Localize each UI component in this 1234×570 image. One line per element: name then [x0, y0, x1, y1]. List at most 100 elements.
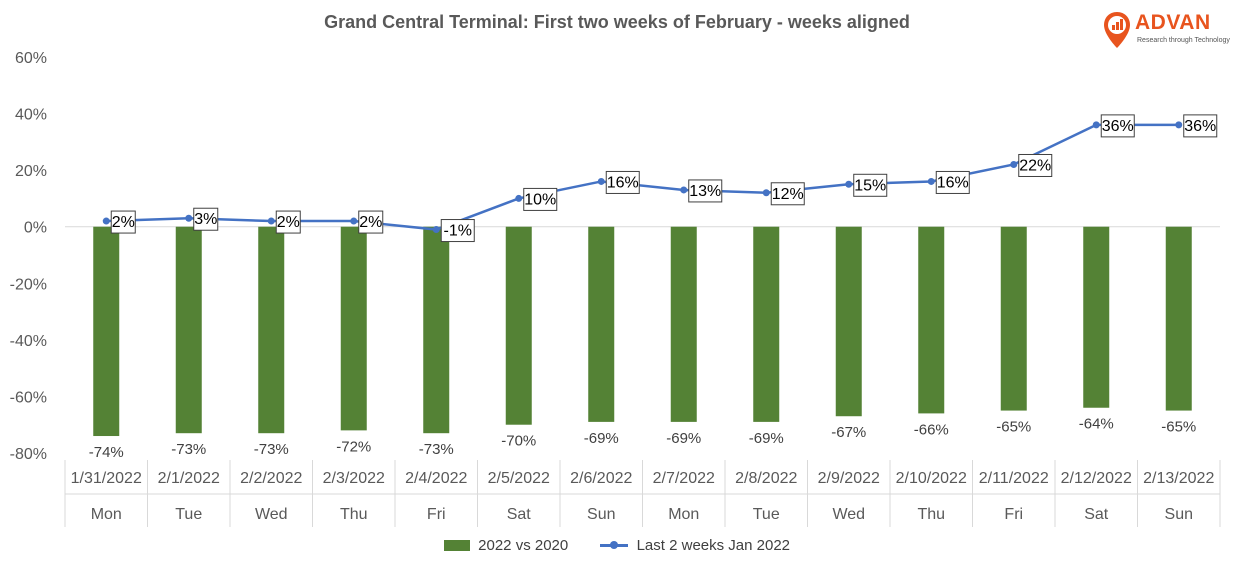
line-point: [928, 178, 935, 185]
bar: [753, 227, 779, 422]
x-tick-label-weekday: Sat: [507, 506, 532, 523]
bar-data-label: -73%: [254, 441, 289, 458]
x-tick-label-date: 2/8/2022: [735, 470, 797, 487]
x-tick-label-date: 2/10/2022: [896, 470, 967, 487]
line-data-label: 2%: [112, 214, 135, 231]
x-tick-label-date: 2/4/2022: [405, 470, 467, 487]
x-tick-label-weekday: Fri: [427, 506, 446, 523]
bar-data-label: -69%: [584, 430, 619, 447]
bar: [918, 227, 944, 414]
bar: [1166, 227, 1192, 411]
chart-plot: 60% 40% 20% 0% -20% -40% -60% -80% -74% -73% -73% -…: [0, 0, 1234, 535]
x-tick-label-date: 2/7/2022: [653, 470, 715, 487]
x-tick-label-date: 1/31/2022: [71, 470, 142, 487]
line-data-label: 15%: [854, 177, 886, 194]
x-tick-label-weekday: Tue: [753, 506, 780, 523]
bar: [341, 227, 367, 431]
line-data-label: 16%: [937, 174, 969, 191]
x-tick-label-date: 2/11/2022: [979, 470, 1049, 487]
x-tick-label-date: 2/9/2022: [818, 470, 880, 487]
y-tick-label: 20%: [15, 163, 47, 180]
bar-data-label: -65%: [1161, 419, 1196, 436]
line-data-label: -1%: [444, 223, 472, 240]
legend-item-bar: 2022 vs 2020: [444, 537, 568, 554]
bar-data-label: -74%: [89, 444, 124, 461]
line-data-label: 12%: [772, 186, 804, 203]
bar-data-label: -69%: [749, 430, 784, 447]
bar: [671, 227, 697, 422]
line-point: [268, 218, 275, 225]
bar-data-label: -69%: [666, 430, 701, 447]
y-tick-label: -80%: [10, 446, 47, 463]
x-tick-label-date: 2/5/2022: [488, 470, 550, 487]
bar: [1083, 227, 1109, 408]
x-tick-label-date: 2/3/2022: [323, 470, 385, 487]
x-tick-label-date: 2/13/2022: [1143, 470, 1214, 487]
bar-data-label: -70%: [501, 433, 536, 450]
line-point: [515, 195, 522, 202]
line-point: [185, 215, 192, 222]
x-tick-label-weekday: Sat: [1084, 506, 1109, 523]
bar-data-label: -65%: [996, 419, 1031, 436]
line-point: [1093, 121, 1100, 128]
x-tick-label-weekday: Sun: [1165, 506, 1193, 523]
y-tick-label: 60%: [15, 50, 47, 67]
y-tick-label: -60%: [10, 389, 47, 406]
x-tick-label-weekday: Wed: [832, 506, 865, 523]
line-data-label: 2%: [277, 214, 300, 231]
legend-label-line: Last 2 weeks Jan 2022: [637, 537, 790, 554]
line-point: [763, 189, 770, 196]
legend-label-bar: 2022 vs 2020: [478, 537, 568, 554]
y-tick-label: 40%: [15, 107, 47, 124]
x-tick-label-date: 2/6/2022: [570, 470, 632, 487]
bar-data-label: -64%: [1079, 416, 1114, 433]
x-tick-label-date: 2/1/2022: [158, 470, 220, 487]
x-tick-label-weekday: Wed: [255, 506, 288, 523]
line-point: [350, 218, 357, 225]
line-point: [845, 181, 852, 188]
chart-legend: 2022 vs 2020 Last 2 weeks Jan 2022: [0, 536, 1234, 554]
legend-swatch-line: [600, 540, 628, 551]
legend-item-line: Last 2 weeks Jan 2022: [600, 537, 790, 554]
y-tick-label: -40%: [10, 333, 47, 350]
x-tick-label-weekday: Mon: [668, 506, 699, 523]
x-tick-label-weekday: Thu: [917, 506, 945, 523]
y-tick-label: -20%: [10, 276, 47, 293]
bar-data-label: -66%: [914, 421, 949, 438]
line-point: [598, 178, 605, 185]
line-series: [106, 125, 1179, 230]
line-data-label: 13%: [689, 183, 721, 200]
bar-data-label: -73%: [171, 441, 206, 458]
x-tick-label-weekday: Mon: [91, 506, 122, 523]
bar-data-label: -73%: [419, 441, 454, 458]
bar: [93, 227, 119, 436]
line-data-label: 16%: [607, 174, 639, 191]
bar: [423, 227, 449, 433]
line-point: [1010, 161, 1017, 168]
bar: [506, 227, 532, 425]
bar: [176, 227, 202, 433]
bar: [1001, 227, 1027, 411]
bar: [258, 227, 284, 433]
bar-data-label: -72%: [336, 438, 371, 455]
line-data-label: 10%: [524, 191, 556, 208]
legend-swatch-bar: [444, 540, 470, 551]
x-tick-label-date: 2/12/2022: [1061, 470, 1132, 487]
line-data-label: 36%: [1184, 118, 1216, 135]
line-point: [433, 226, 440, 233]
line-point: [680, 186, 687, 193]
bar: [588, 227, 614, 422]
x-tick-label-weekday: Fri: [1004, 506, 1023, 523]
line-data-label: 3%: [194, 211, 217, 228]
x-tick-label-weekday: Thu: [340, 506, 368, 523]
line-data-label: 36%: [1102, 118, 1134, 135]
bar: [836, 227, 862, 417]
x-tick-label-date: 2/2/2022: [240, 470, 302, 487]
x-tick-label-weekday: Sun: [587, 506, 615, 523]
line-data-label: 2%: [359, 214, 382, 231]
x-tick-label-weekday: Tue: [175, 506, 202, 523]
line-data-label: 22%: [1019, 157, 1051, 174]
line-point: [103, 218, 110, 225]
line-point: [1175, 121, 1182, 128]
y-tick-label: 0%: [24, 220, 47, 237]
